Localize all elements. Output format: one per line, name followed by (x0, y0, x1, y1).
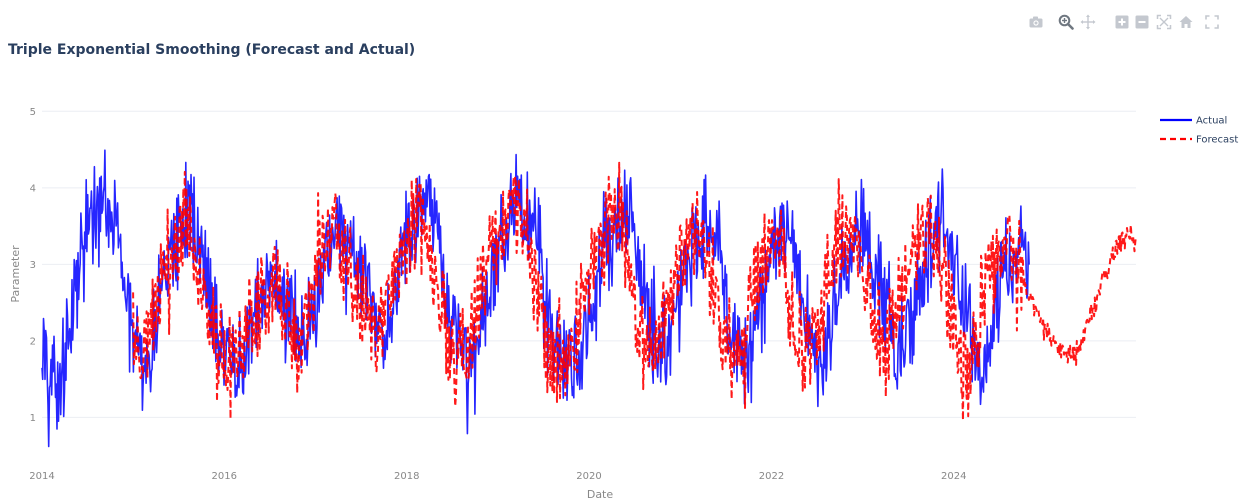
chart-title: Triple Exponential Smoothing (Forecast a… (8, 42, 415, 58)
plot-area[interactable] (41, 149, 1137, 448)
y-tick-label: 5 (30, 107, 36, 118)
y-tick-label: 2 (30, 336, 36, 347)
x-axis: 2014 2016 2018 2020 2022 2024 (29, 471, 966, 482)
x-axis-title: Date (587, 488, 614, 501)
legend-item-forecast: Forecast (1196, 135, 1238, 146)
x-tick-label: 2016 (212, 471, 237, 482)
y-axis: 1 2 3 4 5 (30, 107, 36, 424)
modebar (1028, 14, 1238, 32)
y-tick-label: 4 (30, 183, 36, 194)
legend[interactable]: Actual Forecast (1160, 116, 1238, 146)
series-line-actual (41, 149, 1030, 448)
reset-axes-icon[interactable] (1178, 14, 1194, 30)
series-line-forecast (132, 161, 1137, 422)
x-tick-label: 2024 (941, 471, 966, 482)
fullscreen-icon[interactable] (1204, 14, 1220, 30)
camera-icon[interactable] (1028, 14, 1044, 30)
y-axis-title: Parameter (9, 245, 22, 303)
zoom-in-icon[interactable] (1114, 14, 1130, 30)
zoom-icon[interactable] (1058, 14, 1074, 30)
x-tick-label: 2022 (759, 471, 784, 482)
x-tick-label: 2014 (29, 471, 54, 482)
x-tick-label: 2020 (576, 471, 601, 482)
autoscale-icon[interactable] (1156, 14, 1172, 30)
zoom-out-icon[interactable] (1134, 14, 1150, 30)
legend-item-actual: Actual (1196, 116, 1227, 127)
pan-icon[interactable] (1080, 14, 1096, 30)
y-tick-label: 3 (30, 260, 36, 271)
x-tick-label: 2018 (394, 471, 419, 482)
y-tick-label: 1 (30, 413, 36, 424)
